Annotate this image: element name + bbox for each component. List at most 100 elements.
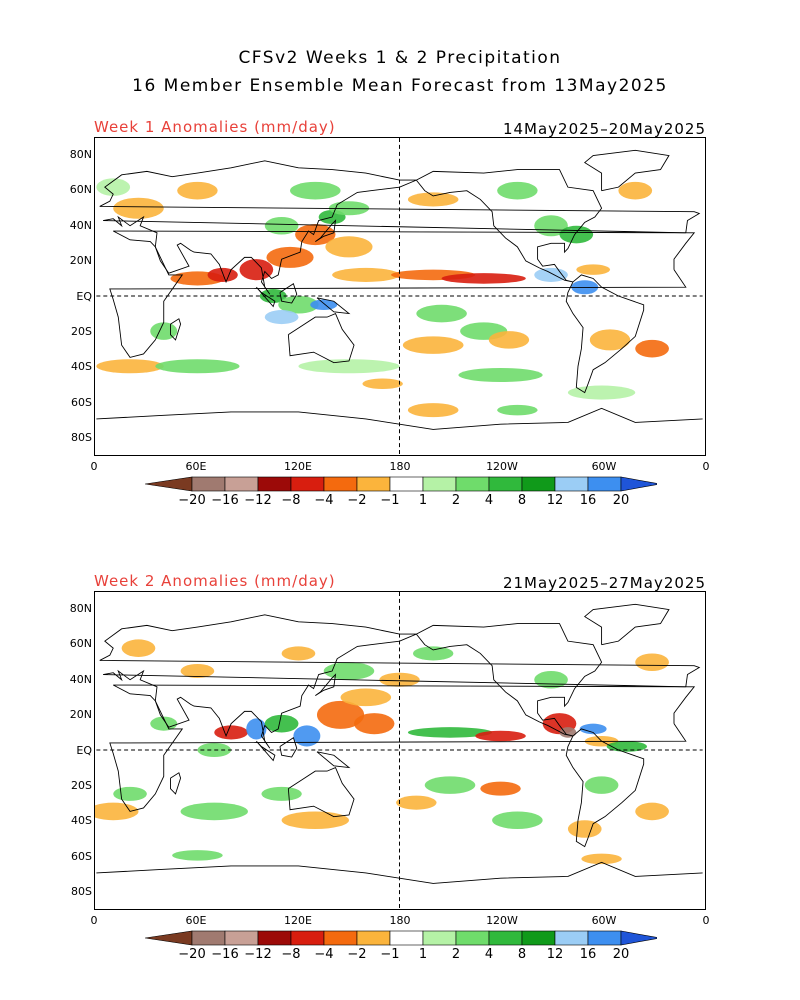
week1-anomaly-region <box>96 178 131 196</box>
week2-colorbar-label: −4 <box>314 947 334 962</box>
week2-colorbar-swatch <box>389 930 424 946</box>
week1-coastline <box>170 318 182 341</box>
week2-anomaly-region <box>180 802 248 821</box>
week1-anomaly-region <box>559 225 594 244</box>
week1-coastline <box>279 283 298 304</box>
week1-colorbar-swatch <box>587 476 622 492</box>
week2-coastline <box>287 766 355 818</box>
week2-lon-tick: 60E <box>185 914 207 927</box>
week1-anomalies-label: Week 1 Anomalies (mm/day) <box>94 118 336 136</box>
week2-colorbar-swatch <box>145 930 193 946</box>
week2-coastline <box>583 603 670 646</box>
week1-colorbar-swatch <box>389 476 424 492</box>
week1-colorbar-swatch <box>191 476 226 492</box>
week2-colorbar-swatch <box>290 930 325 946</box>
week2-anomaly-region <box>584 776 619 794</box>
week1-colorbar-swatch <box>356 476 391 492</box>
week2-lon-tick: 180 <box>389 914 411 927</box>
week2-anomaly-region <box>581 853 622 865</box>
week2-anomaly-region <box>424 776 476 794</box>
week2-anomaly-region <box>579 723 607 735</box>
week2-anomaly-region <box>316 700 365 729</box>
week2-colorbar-swatch <box>521 930 556 946</box>
week2-lat-tick: 20N <box>69 708 92 722</box>
week1-coastline <box>415 169 603 283</box>
week2-colorbar-label: −8 <box>281 947 301 962</box>
week2-anomaly-region <box>261 786 302 801</box>
week2-colorbar-label: −1 <box>380 947 400 962</box>
week2-anomaly-region <box>113 786 147 801</box>
week1-lat-tick: 60N <box>69 183 92 197</box>
week2-colorbar-swatch <box>554 930 589 946</box>
week2-colorbar-label: −20 <box>178 947 206 962</box>
week2-map <box>94 591 706 910</box>
week2-anomaly-region <box>492 811 543 829</box>
week1-lon-tick: 60W <box>591 460 617 473</box>
week2-anomaly-region <box>396 795 437 810</box>
week1-lat-tick: 20N <box>69 254 92 268</box>
week2-anomaly-region <box>354 713 395 735</box>
title-line-1: CFSv2 Weeks 1 & 2 Precipitation <box>238 48 562 68</box>
week1-lat-tick: 20S <box>71 324 92 338</box>
week2-anomaly-region <box>293 725 321 747</box>
week2-colorbar-label: 1 <box>418 947 428 962</box>
week2-anomaly-region <box>559 727 577 738</box>
week2-colorbar-label: 12 <box>546 947 564 962</box>
week1-colorbar-label: 2 <box>451 493 461 508</box>
week1-lon-tick: 60E <box>185 460 207 473</box>
week2-colorbar: −20 −16 −12 −8 −4 −2 −1 1 2 4 8 12 16 20 <box>145 930 657 962</box>
week1-colorbar-swatches <box>145 476 657 492</box>
week2-anomalies-label: Week 2 Anomalies (mm/day) <box>94 572 336 590</box>
week1-coastline <box>96 407 703 430</box>
week1-colorbar: −20 −16 −12 −8 −4 −2 −1 1 2 4 8 12 16 20 <box>145 476 657 508</box>
week1-colorbar-label: −20 <box>178 493 206 508</box>
week1-anomaly-region <box>407 192 459 207</box>
week2-coastline <box>170 772 182 795</box>
week2-anomaly-region <box>323 662 375 680</box>
week2-colorbar-swatches <box>145 930 657 946</box>
week2-coastline <box>415 623 603 737</box>
week1-anomaly-region <box>497 181 538 200</box>
week1-coastline <box>315 219 337 242</box>
week2-colorbar-swatch <box>620 930 657 946</box>
week1-lat-tick: 60S <box>71 395 92 409</box>
week1-anomaly-region <box>567 385 636 400</box>
week2-anomaly-region <box>635 653 669 671</box>
week2-map-canvas <box>95 592 703 908</box>
week1-anomaly-region <box>589 329 631 351</box>
week2-colorbar-label: −12 <box>244 947 272 962</box>
week1-coastline <box>99 160 701 295</box>
week1-colorbar-label: −2 <box>347 493 367 508</box>
week2-anomaly-region <box>379 672 420 687</box>
week1-colorbar-swatch <box>145 476 193 492</box>
week1-anomaly-region <box>497 404 538 416</box>
week2-anomaly-region <box>567 820 602 838</box>
week2-lat-tick: 40S <box>71 814 92 828</box>
week2-anomaly-region <box>197 742 232 758</box>
week2-coastline <box>315 673 337 696</box>
week2-colorbar-swatch <box>455 930 490 946</box>
week2-anomaly-region <box>95 802 139 821</box>
week2-anomaly-region <box>172 850 223 861</box>
week2-coastline <box>316 751 351 769</box>
week1-colorbar-label: 20 <box>612 493 630 508</box>
week2-coastline <box>99 614 701 749</box>
week1-colorbar-label: −12 <box>244 493 272 508</box>
week1-anomaly-region <box>618 181 653 200</box>
week1-colorbar-label: −1 <box>380 493 400 508</box>
week2-colorbar-swatch <box>587 930 622 946</box>
week1-colorbar-label: 12 <box>546 493 564 508</box>
week1-anomaly-region <box>264 310 299 325</box>
week1-colorbar-swatch <box>521 476 556 492</box>
week2-colorbar-label: 4 <box>484 947 494 962</box>
week2-anomaly-region <box>412 646 454 661</box>
week1-coastline <box>316 297 351 315</box>
week2-anomaly-region <box>121 639 156 657</box>
week2-anomaly-region <box>635 802 669 821</box>
week2-lon-tick: 60W <box>591 914 617 927</box>
week1-coastline <box>256 286 276 308</box>
week1-lat-tick: 40N <box>69 218 92 232</box>
week2-coastline <box>96 861 703 884</box>
week1-coastline <box>565 274 645 394</box>
week1-anomaly-region <box>576 264 611 275</box>
